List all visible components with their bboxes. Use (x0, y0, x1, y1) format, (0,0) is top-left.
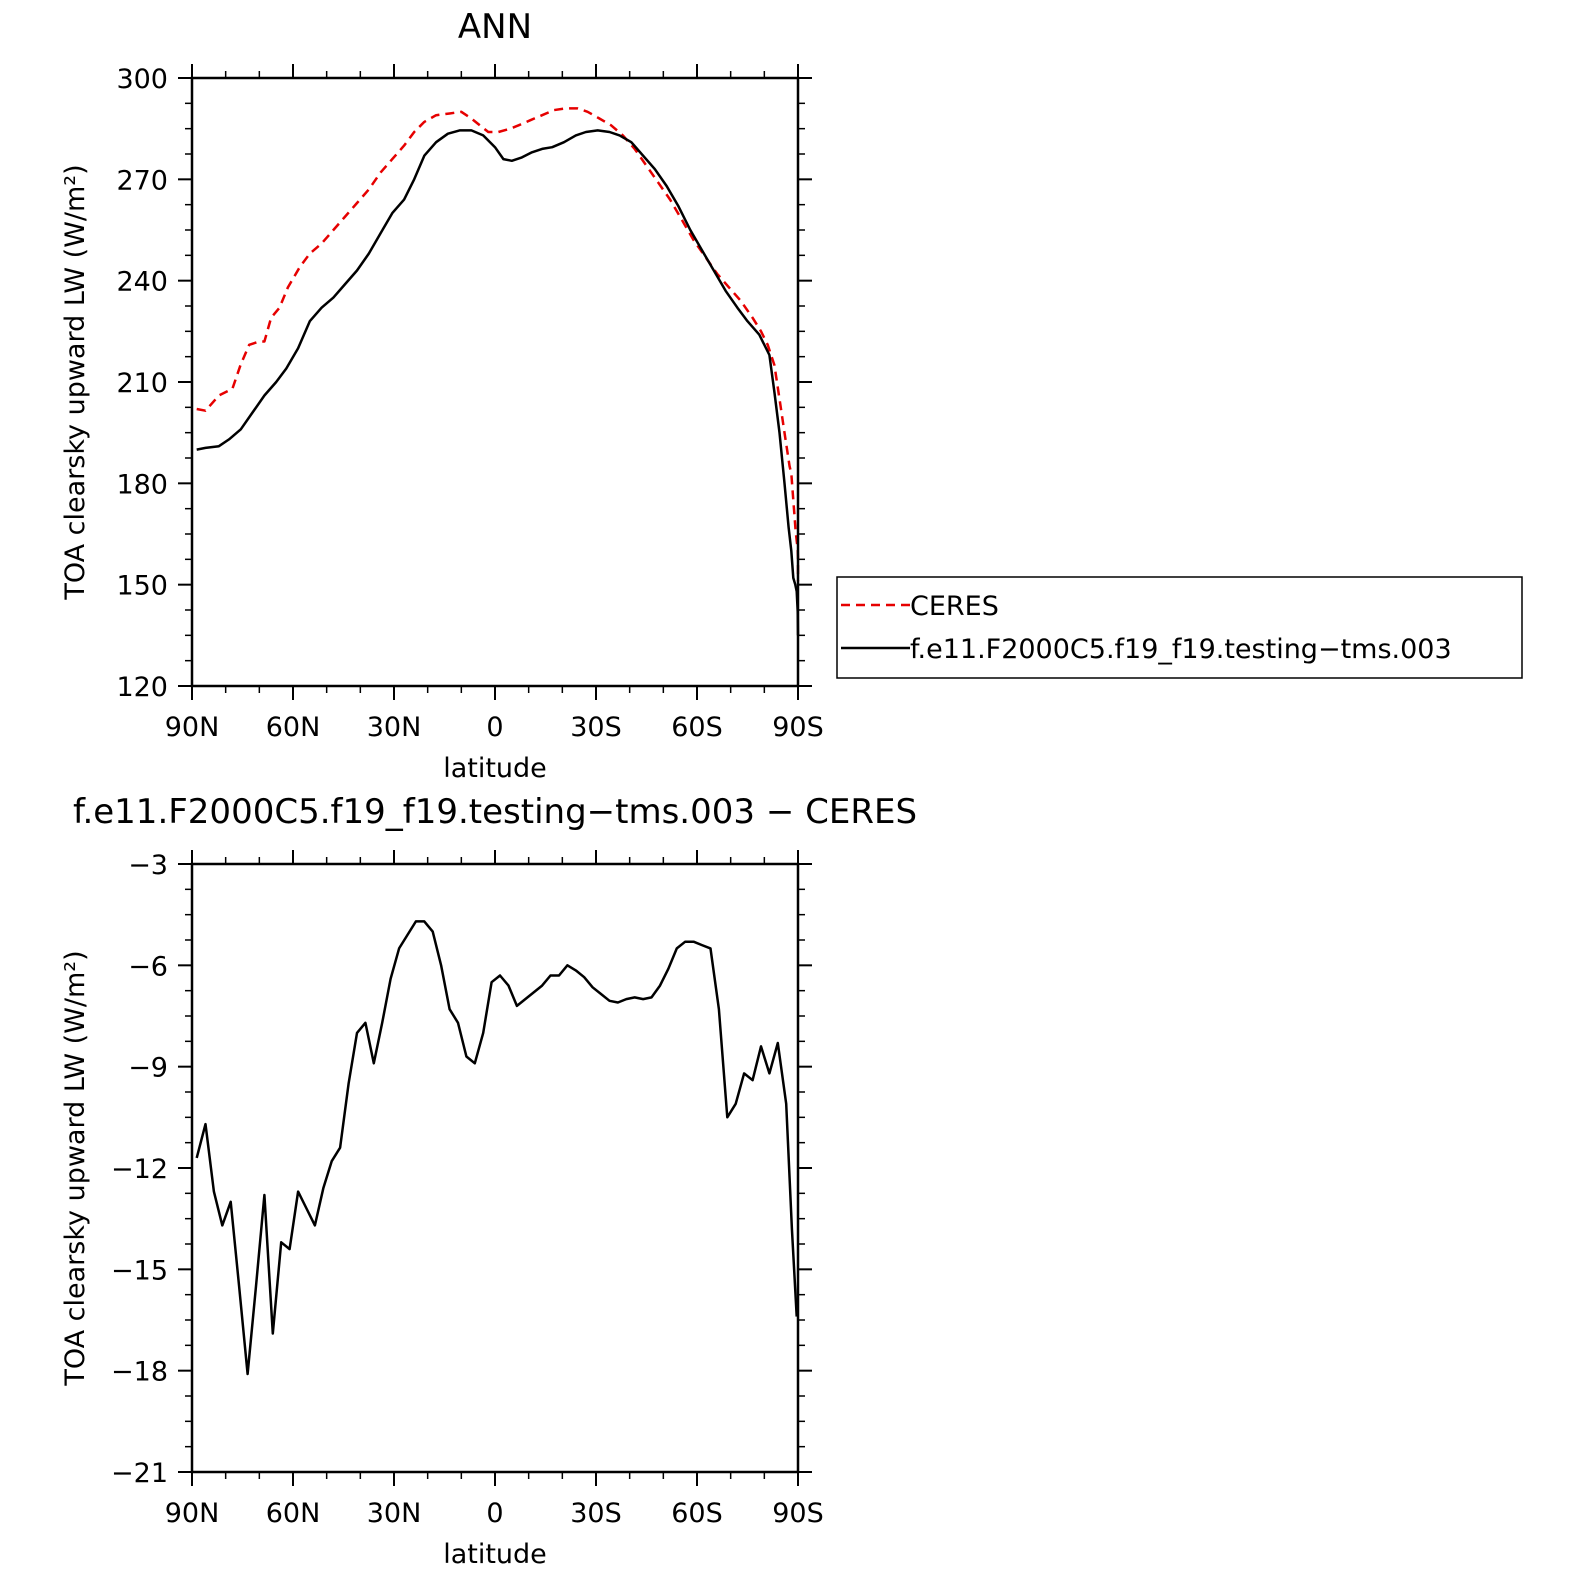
top-x-tick-label: 30N (367, 712, 422, 743)
bottom-y-tick-label: −21 (111, 1458, 168, 1489)
top-y-tick-label: 270 (116, 165, 168, 196)
bottom-chart-x-axis-label: latitude (443, 1539, 547, 1570)
legend-box (836, 576, 1523, 679)
top-x-tick-label: 0 (486, 712, 503, 743)
bottom-chart-ticks (178, 850, 812, 1486)
legend-label-model: f.e11.F2000C5.f19_f19.testing−tms.003 (910, 634, 1452, 665)
bottom-y-tick-label: −15 (111, 1255, 168, 1286)
bottom-y-tick-label: −3 (128, 850, 168, 881)
top-x-tick-label: 30S (570, 712, 622, 743)
top-chart-ticks (178, 64, 812, 700)
top-chart-plot-frame (190, 76, 800, 688)
top-series-line-ceres (196, 107, 800, 582)
bottom-chart: f.e11.F2000C5.f19_f19.testing−tms.003 − … (60, 792, 917, 1570)
top-chart-y-tick-labels: 120 150 180 210 240 270 300 (116, 64, 168, 703)
top-chart-series (196, 107, 800, 636)
top-chart-y-axis-label: TOA clearsky upward LW (W/m²) (60, 164, 91, 600)
bottom-x-tick-label: 60N (266, 1498, 321, 1529)
top-y-tick-label: 300 (116, 64, 168, 95)
top-chart-x-axis-label: latitude (443, 753, 547, 784)
bottom-y-tick-label: −18 (111, 1357, 168, 1388)
top-y-tick-label: 210 (116, 368, 168, 399)
bottom-series-line-difference (195, 920, 798, 1376)
bottom-y-tick-label: −6 (128, 951, 168, 982)
bottom-x-tick-label: 90N (165, 1498, 220, 1529)
top-chart-title: ANN (458, 7, 532, 47)
bottom-y-tick-label: −9 (128, 1053, 168, 1084)
top-y-tick-label: 120 (116, 672, 168, 703)
top-y-tick-label: 150 (116, 571, 168, 602)
bottom-x-tick-label: 90S (772, 1498, 824, 1529)
bottom-chart-y-axis-label: TOA clearsky upward LW (W/m²) (60, 950, 91, 1386)
top-x-tick-label: 60N (266, 712, 321, 743)
top-chart-x-tick-labels: 90N 60N 30N 0 30S 60S 90S (165, 712, 824, 743)
bottom-x-tick-label: 30S (570, 1498, 622, 1529)
bottom-x-tick-label: 30N (367, 1498, 422, 1529)
bottom-chart-x-tick-labels: 90N 60N 30N 0 30S 60S 90S (165, 1498, 824, 1529)
bottom-chart-title: f.e11.F2000C5.f19_f19.testing−tms.003 − … (73, 792, 917, 832)
legend-label-ceres: CERES (910, 591, 999, 622)
top-y-tick-label: 240 (116, 267, 168, 298)
bottom-y-tick-label: −12 (111, 1154, 168, 1185)
bottom-chart-plot-frame (190, 862, 800, 1474)
legend: CERES f.e11.F2000C5.f19_f19.testing−tms.… (836, 576, 1523, 679)
top-x-tick-label: 60S (671, 712, 723, 743)
top-y-tick-label: 180 (116, 469, 168, 500)
bottom-chart-y-tick-labels: −21 −18 −15 −12 −9 −6 −3 (111, 850, 168, 1489)
bottom-x-tick-label: 60S (671, 1498, 723, 1529)
bottom-x-tick-label: 0 (486, 1498, 503, 1529)
top-series-line-model (196, 129, 800, 636)
bottom-chart-series (195, 920, 798, 1376)
top-x-tick-label: 90N (165, 712, 220, 743)
top-x-tick-label: 90S (772, 712, 824, 743)
top-chart: ANN 120 150 180 210 240 270 300 90N 60N 30N 0 30S 6… (60, 7, 1523, 784)
